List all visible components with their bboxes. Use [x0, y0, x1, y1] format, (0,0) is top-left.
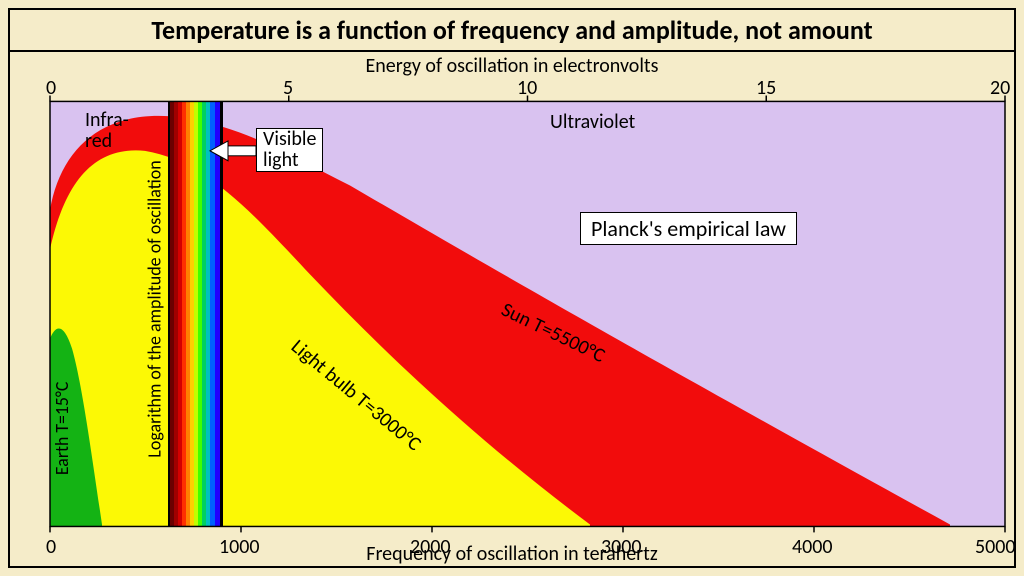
visible-light-box: Visible light [256, 128, 323, 172]
bot-tick-0: 0 [46, 535, 56, 559]
region-infrared-label: Infra- red [85, 110, 129, 152]
top-tick-2: 10 [517, 76, 537, 100]
axis-bottom-title: Frequency of oscillation in terahertz [10, 542, 1014, 566]
bot-tick-2: 2000 [410, 535, 451, 559]
curve-earth-label: Earth T=15°C [51, 381, 73, 475]
top-tick-4: 20 [990, 76, 1010, 100]
bottom-axis-ticks [50, 526, 1005, 532]
axis-left-title: Logarithm of the amplitude of oscillatio… [144, 160, 166, 457]
planck-box: Planck's empirical law [580, 212, 797, 245]
bot-tick-4: 4000 [792, 535, 833, 559]
page-title: Temperature is a function of frequency a… [10, 10, 1014, 52]
visible-spectrum-band [168, 101, 223, 526]
bot-tick-5: 5000 [975, 535, 1016, 559]
region-ultraviolet-label: Ultraviolet [550, 110, 635, 134]
top-tick-1: 5 [283, 76, 293, 100]
top-tick-0: 0 [46, 76, 56, 100]
bot-tick-3: 3000 [601, 535, 642, 559]
axis-top-title: Energy of oscillation in electronvolts [10, 54, 1014, 78]
outer-frame: Temperature is a function of frequency a… [8, 8, 1016, 568]
bot-tick-1: 1000 [219, 535, 260, 559]
chart-area: Earth T=15°C Light bulb T=3000°C Sun T=5… [10, 52, 1014, 566]
top-tick-3: 15 [756, 76, 776, 100]
